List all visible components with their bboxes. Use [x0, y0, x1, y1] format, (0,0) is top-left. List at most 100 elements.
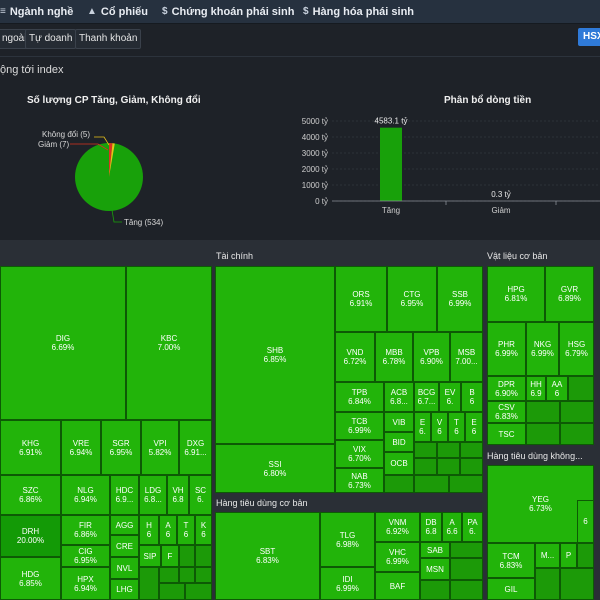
heatmap-cell-bcg[interactable]: BCG 6.7...	[414, 382, 439, 412]
heatmap-cell-small[interactable]	[195, 567, 212, 583]
heatmap-cell-nlg[interactable]: NLG 6.94%	[61, 475, 110, 515]
heatmap-cell-dig[interactable]: DIG 6.69%	[0, 266, 126, 420]
heatmap-cell-gil[interactable]: GIL	[487, 578, 535, 600]
heatmap-cell-small[interactable]	[560, 568, 594, 600]
heatmap-cell-kbc[interactable]: KBC 7.00%	[126, 266, 212, 420]
heatmap-cell-small[interactable]	[179, 545, 195, 567]
heatmap-cell-agg[interactable]: AGG	[110, 515, 139, 535]
heatmap-cell-small[interactable]	[450, 558, 483, 580]
heatmap-cell-small[interactable]	[420, 580, 450, 600]
heatmap-cell-idi[interactable]: IDI 6.99%	[320, 567, 375, 600]
heatmap-cell-tpb[interactable]: TPB 6.84%	[335, 382, 384, 412]
heatmap-cell-small[interactable]	[437, 442, 460, 458]
heatmap-cell-vpi[interactable]: VPI 5.82%	[141, 420, 179, 475]
heatmap-cell-vib[interactable]: VIB	[384, 412, 414, 432]
heatmap-cell-sab[interactable]: SAB	[420, 542, 450, 558]
heatmap-cell-f[interactable]: F	[161, 545, 179, 567]
heatmap-cell-nkg[interactable]: NKG 6.99%	[526, 322, 559, 376]
nav-stocks[interactable]: ▲ Cổ phiếu	[87, 6, 148, 18]
heatmap-cell-lhg[interactable]: LHG	[110, 579, 139, 600]
heatmap-cell-szc[interactable]: SZC 6.86%	[0, 475, 61, 515]
heatmap-cell-small[interactable]	[526, 401, 560, 423]
heatmap-cell-small[interactable]	[139, 567, 159, 600]
heatmap-cell-small[interactable]	[414, 458, 437, 475]
heatmap-cell-tcm[interactable]: TCM 6.83%	[487, 543, 535, 578]
heatmap-cell-small[interactable]	[414, 475, 449, 493]
heatmap-cell-fir[interactable]: FIR 6.86%	[61, 515, 110, 545]
heatmap-cell-m[interactable]: M...	[535, 543, 560, 568]
heatmap-cell-shb[interactable]: SHB 6.85%	[215, 266, 335, 444]
heatmap-cell-ssb[interactable]: SSB 6.99%	[437, 266, 483, 332]
nav-derivatives[interactable]: $ Chứng khoán phái sinh	[162, 6, 294, 18]
heatmap-cell-msb[interactable]: MSB 7.00...	[450, 332, 483, 382]
heatmap-cell-sip[interactable]: SIP	[139, 545, 161, 567]
heatmap-cell-small[interactable]	[450, 580, 483, 600]
heatmap-cell-small[interactable]	[535, 568, 560, 600]
heatmap-cell-small[interactable]	[577, 543, 594, 568]
heatmap-cell-hdc[interactable]: HDC 6.9...	[110, 475, 139, 515]
heatmap-cell-ssi[interactable]: SSI 6.80%	[215, 444, 335, 493]
heatmap-cell-khg[interactable]: KHG 6.91%	[0, 420, 61, 475]
heatmap-cell-hsg[interactable]: HSG 6.79%	[559, 322, 594, 376]
heatmap-cell-ldg[interactable]: LDG 6.8...	[139, 475, 167, 515]
heatmap-cell-dxg[interactable]: DXG 6.91...	[179, 420, 212, 475]
heatmap-cell-sc[interactable]: SC 6.	[189, 475, 212, 515]
heatmap-cell-ors[interactable]: ORS 6.91%	[335, 266, 387, 332]
heatmap-cell-sgr[interactable]: SGR 6.95%	[101, 420, 141, 475]
heatmap-cell-sbt[interactable]: SBT 6.83%	[215, 512, 320, 600]
heatmap-cell-vnd[interactable]: VND 6.72%	[335, 332, 375, 382]
heatmap-cell-a[interactable]: A 6.6	[442, 512, 462, 542]
heatmap-cell-small[interactable]	[568, 376, 594, 401]
heatmap-cell-small[interactable]	[460, 442, 483, 458]
heatmap-cell-db[interactable]: DB 6.8	[420, 512, 442, 542]
heatmap-cell-small[interactable]	[560, 423, 594, 445]
heatmap-cell-p[interactable]: P	[560, 543, 577, 568]
heatmap-cell-hdg[interactable]: HDG 6.85%	[0, 557, 61, 600]
heatmap-cell-gvr[interactable]: GVR 6.89%	[545, 266, 594, 322]
heatmap-cell-ocb[interactable]: OCB	[384, 452, 414, 475]
heatmap-cell-cig[interactable]: CIG 6.95%	[61, 545, 110, 567]
heatmap-cell-tcb[interactable]: TCB 6.99%	[335, 412, 384, 440]
heatmap-cell-pa[interactable]: PA 6.	[462, 512, 483, 542]
heatmap-cell-vix[interactable]: VIX 6.70%	[335, 440, 384, 468]
heatmap-cell-small[interactable]	[179, 567, 195, 583]
heatmap-cell-small[interactable]	[560, 401, 594, 423]
heatmap-cell-dpr[interactable]: DPR 6.90%	[487, 376, 526, 401]
exchange-hsx-button[interactable]: HSX	[578, 28, 600, 46]
heatmap-cell-acb[interactable]: ACB 6.8...	[384, 382, 414, 412]
heatmap-cell-small[interactable]	[185, 583, 212, 600]
heatmap-cell-tsc[interactable]: TSC	[487, 423, 526, 445]
heatmap-cell-vre[interactable]: VRE 6.94%	[61, 420, 101, 475]
heatmap-cell-msn[interactable]: MSN	[420, 558, 450, 580]
heatmap-cell-vh[interactable]: VH 6.8	[167, 475, 189, 515]
nav-commodity-derivatives[interactable]: $ Hàng hóa phái sinh	[303, 6, 414, 18]
nav-industry[interactable]: ≡ Ngành nghề	[0, 6, 73, 18]
heatmap-cell-tlg[interactable]: TLG 6.98%	[320, 512, 375, 567]
heatmap-cell-small[interactable]	[159, 583, 185, 600]
heatmap-cell-csv[interactable]: CSV 6.83%	[487, 401, 526, 423]
heatmap-cell-nab[interactable]: NAB 6.73%	[335, 468, 384, 493]
heatmap-cell-mbb[interactable]: MBB 6.78%	[375, 332, 413, 382]
heatmap-cell-vnm[interactable]: VNM 6.92%	[375, 512, 420, 542]
heatmap-cell-small[interactable]	[414, 442, 437, 458]
heatmap-cell-hpx[interactable]: HPX 6.94%	[61, 567, 110, 600]
heatmap-cell-small[interactable]	[449, 475, 483, 493]
heatmap-cell-hh[interactable]: HH 6.9	[526, 376, 546, 401]
heatmap-cell-small[interactable]	[526, 423, 560, 445]
heatmap-cell-6[interactable]: 6	[577, 500, 594, 543]
heatmap-cell-ev[interactable]: EV 6.	[439, 382, 461, 412]
heatmap-cell-small[interactable]	[437, 458, 460, 475]
heatmap-cell-aa[interactable]: AA 6	[546, 376, 568, 401]
tab-liquidity[interactable]: Thanh khoản	[75, 29, 142, 49]
heatmap-cell-vpb[interactable]: VPB 6.90%	[413, 332, 450, 382]
heatmap-cell-nvl[interactable]: NVL	[110, 557, 139, 579]
heatmap-cell-ctg[interactable]: CTG 6.95%	[387, 266, 437, 332]
heatmap-cell-cre[interactable]: CRE	[110, 535, 139, 557]
heatmap-cell-small[interactable]	[460, 458, 483, 475]
